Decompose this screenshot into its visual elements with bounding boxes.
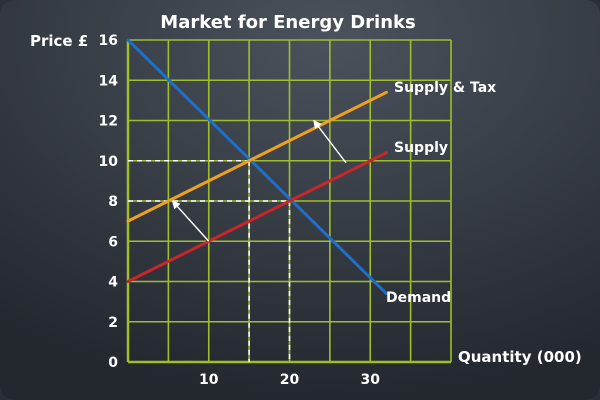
series-label-supply-tax: Supply & Tax <box>394 80 496 96</box>
series-label-supply: Supply <box>394 140 448 156</box>
x-tick-label: 20 <box>280 372 300 388</box>
y-tick-label: 10 <box>99 154 119 170</box>
x-tick-label: 30 <box>361 372 381 388</box>
series <box>126 38 388 296</box>
y-tick-label: 4 <box>108 275 118 291</box>
y-axis-title: Price £ <box>30 32 88 50</box>
y-tick-label: 8 <box>108 194 118 210</box>
tick-labels: 0 2 4 6 8 10 12 14 16 10 20 30 <box>99 33 381 388</box>
y-tick-label: 2 <box>108 315 118 331</box>
series-line-supply <box>126 151 388 283</box>
shift-arrows <box>171 119 347 242</box>
shift-arrow <box>313 119 347 164</box>
y-tick-label: 16 <box>99 33 118 49</box>
series-line-demand <box>126 38 388 296</box>
y-tick-label: 14 <box>99 73 119 89</box>
series-line-supply-tax <box>126 90 388 223</box>
y-tick-label: 0 <box>108 355 118 371</box>
y-tick-label: 12 <box>99 114 118 130</box>
x-axis-title: Quantity (000) <box>458 348 582 366</box>
x-tick-label: 10 <box>199 372 219 388</box>
chart-title: Market for Energy Drinks <box>160 12 415 33</box>
shift-arrow <box>171 200 210 242</box>
series-label-demand: Demand <box>386 290 451 306</box>
y-tick-label: 6 <box>108 234 118 250</box>
guide-lines <box>128 159 291 362</box>
